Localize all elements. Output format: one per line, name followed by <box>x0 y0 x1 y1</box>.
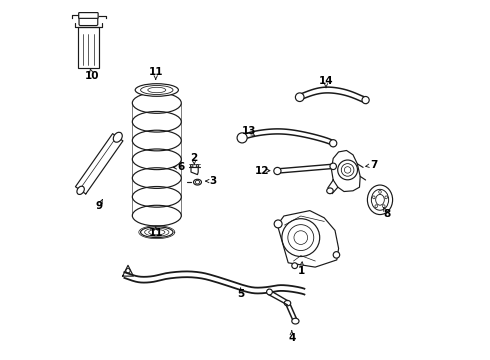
Ellipse shape <box>338 160 358 180</box>
Ellipse shape <box>368 185 392 215</box>
Ellipse shape <box>267 289 272 295</box>
Ellipse shape <box>148 87 166 93</box>
Ellipse shape <box>148 230 165 235</box>
Ellipse shape <box>135 84 178 96</box>
Ellipse shape <box>333 252 340 258</box>
Ellipse shape <box>77 186 84 194</box>
Ellipse shape <box>362 96 369 104</box>
Ellipse shape <box>327 188 333 194</box>
Ellipse shape <box>288 225 314 251</box>
Ellipse shape <box>113 132 122 142</box>
Text: 6: 6 <box>178 162 185 172</box>
Text: 4: 4 <box>288 333 295 343</box>
Text: 10: 10 <box>85 71 99 81</box>
Ellipse shape <box>282 219 319 256</box>
Text: 2: 2 <box>190 153 197 163</box>
Text: 9: 9 <box>96 201 103 211</box>
Text: 3: 3 <box>209 176 216 186</box>
Text: 7: 7 <box>370 160 378 170</box>
Ellipse shape <box>295 93 304 102</box>
Ellipse shape <box>141 85 173 94</box>
Text: 5: 5 <box>237 289 245 300</box>
Text: 11: 11 <box>148 67 163 77</box>
Ellipse shape <box>371 189 389 210</box>
Ellipse shape <box>141 227 173 238</box>
FancyBboxPatch shape <box>79 15 98 26</box>
Text: 8: 8 <box>384 209 391 219</box>
Bar <box>77 27 99 68</box>
Text: 12: 12 <box>255 166 270 176</box>
Ellipse shape <box>145 228 169 236</box>
Ellipse shape <box>274 220 282 228</box>
Text: 1: 1 <box>297 266 305 276</box>
FancyBboxPatch shape <box>79 13 98 18</box>
Ellipse shape <box>330 163 337 170</box>
Ellipse shape <box>284 300 291 306</box>
Text: 13: 13 <box>242 126 256 136</box>
Ellipse shape <box>196 180 199 184</box>
Ellipse shape <box>292 263 297 269</box>
Ellipse shape <box>194 179 201 185</box>
Ellipse shape <box>292 318 299 324</box>
Ellipse shape <box>274 167 281 175</box>
Ellipse shape <box>330 140 337 147</box>
Ellipse shape <box>237 133 247 143</box>
Ellipse shape <box>342 163 354 176</box>
Text: 11: 11 <box>148 228 163 238</box>
Text: 14: 14 <box>318 76 333 86</box>
